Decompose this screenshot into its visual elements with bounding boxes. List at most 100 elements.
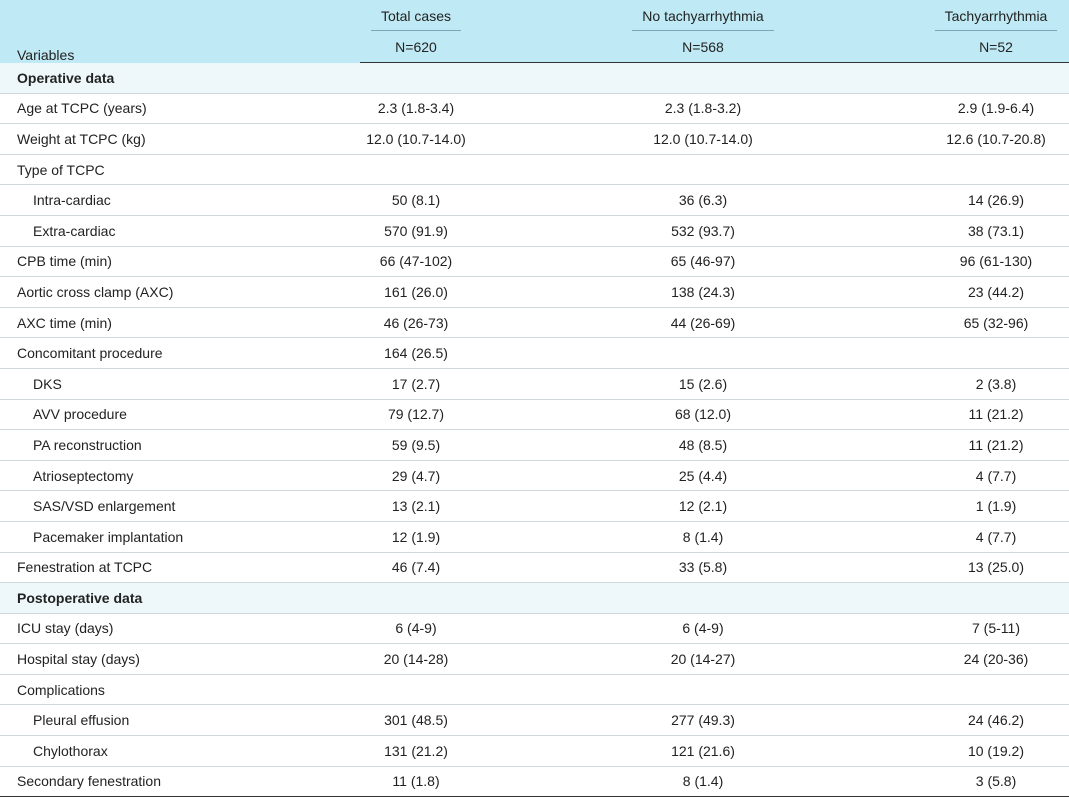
table-row: Intra-cardiac 50 (8.1) 36 (6.3) 14 (26.9) [0,184,1069,216]
cell: 24 (46.2) [934,704,1058,737]
cell: 2.9 (1.9-6.4) [934,93,1058,125]
table-body: Operative data Age at TCPC (years) 2.3 (1.… [0,62,1069,797]
section-title: Operative data [0,62,1069,94]
spacer [1058,337,1069,369]
spacer [1058,246,1069,278]
row-label: Pacemaker implantation [0,521,360,553]
spacer [1058,429,1069,461]
cell [472,674,934,706]
cell: 12 (1.9) [360,521,472,553]
cell: 4 (7.7) [934,460,1058,492]
table-row: Concomitant procedure 164 (26.5) [0,337,1069,369]
cell: 4 (7.7) [934,521,1058,553]
row-label: Type of TCPC [0,154,360,186]
cell: 6 (4-9) [472,613,934,645]
cell: 46 (26-73) [360,307,472,339]
cell: 301 (48.5) [360,704,472,737]
table-row: AXC time (min) 46 (26-73) 44 (26-69) 65 (32… [0,307,1069,339]
cell: 36 (6.3) [472,184,934,216]
table-row: Type of TCPC [0,154,1069,186]
cell: 131 (21.2) [360,735,472,767]
row-label: Complications [0,674,360,706]
cell: 14 (26.9) [934,184,1058,216]
row-label: AXC time (min) [0,307,360,339]
cell: 7 (5-11) [934,613,1058,645]
row-label: SAS/VSD enlargement [0,490,360,522]
cell: 138 (24.3) [472,276,934,308]
table-row: AVV procedure 79 (12.7) 68 (12.0) 11 (21.2) [0,399,1069,431]
cell: 10 (19.2) [934,735,1058,767]
cell: 121 (21.6) [472,735,934,767]
cell [360,674,472,706]
cell: 38 (73.1) [934,215,1058,247]
row-label: Weight at TCPC (kg) [0,123,360,155]
table-row: DKS 17 (2.7) 15 (2.6) 2 (3.8) [0,368,1069,400]
section-row: Postoperative data [0,582,1069,614]
spacer [1058,399,1069,431]
cell: 6 (4-9) [360,613,472,645]
table-row: SAS/VSD enlargement 13 (2.1) 12 (2.1) 1 (1.… [0,490,1069,522]
row-label: Extra-cardiac [0,215,360,247]
cell: 12.6 (10.7-20.8) [934,123,1058,155]
spacer [1058,643,1069,675]
cell: 1 (1.9) [934,490,1058,522]
spacer [1058,184,1069,216]
row-label: Hospital stay (days) [0,643,360,675]
spacer [1058,215,1069,247]
cell: 570 (91.9) [360,215,472,247]
cell: 96 (61-130) [934,246,1058,278]
cell: 24 (20-36) [934,643,1058,675]
row-label: Age at TCPC (years) [0,93,360,125]
column-name: No tachyarrhythmia [632,8,774,31]
cell: 15 (2.6) [472,368,934,400]
cell: 79 (12.7) [360,399,472,431]
cell [934,154,1058,186]
cell: 50 (8.1) [360,184,472,216]
cell: 11 (21.2) [934,399,1058,431]
column-n: N=568 [472,31,934,63]
header-variables: Variables [17,46,75,63]
cell: 33 (5.8) [472,552,934,584]
column-n: N=52 [934,31,1058,63]
cell: 532 (93.7) [472,215,934,247]
column-n: N=620 [360,31,472,63]
cell: 20 (14-27) [472,643,934,675]
cell [472,154,934,186]
cell: 23 (44.2) [934,276,1058,308]
row-label: Concomitant procedure [0,337,360,369]
spacer [1058,674,1069,706]
cell: 2.3 (1.8-3.2) [472,93,934,125]
row-label: Secondary fenestration [0,766,360,797]
table-row: Weight at TCPC (kg) 12.0 (10.7-14.0) 12.0 … [0,123,1069,155]
spacer [1058,154,1069,186]
column-name: Tachyarrhythmia [934,8,1058,31]
cell: 3 (5.8) [934,766,1058,797]
cell: 8 (1.4) [472,521,934,553]
cell: 11 (21.2) [934,429,1058,461]
cell: 13 (2.1) [360,490,472,522]
cell: 11 (1.8) [360,766,472,797]
row-label: DKS [0,368,360,400]
cell: 59 (9.5) [360,429,472,461]
spacer [1058,307,1069,339]
cell: 8 (1.4) [472,766,934,797]
cell: 65 (46-97) [472,246,934,278]
spacer [1058,460,1069,492]
spacer [1058,704,1069,737]
cell: 13 (25.0) [934,552,1058,584]
table-row: PA reconstruction 59 (9.5) 48 (8.5) 11 (21.… [0,429,1069,461]
table-row: Extra-cardiac 570 (91.9) 532 (93.7) 38 (73.… [0,215,1069,247]
table-row: Aortic cross clamp (AXC) 161 (26.0) 138 (2… [0,276,1069,308]
cell: 161 (26.0) [360,276,472,308]
header-row: Variables Total cases No tachyarrhythmia… [0,0,1069,63]
cell: 65 (32-96) [934,307,1058,339]
table-row: Complications [0,674,1069,706]
cell: 68 (12.0) [472,399,934,431]
table-row: Atrioseptectomy 29 (4.7) 25 (4.4) 4 (7.7) [0,460,1069,492]
cell: 48 (8.5) [472,429,934,461]
spacer [1058,123,1069,155]
spacer [1058,368,1069,400]
table-row: Age at TCPC (years) 2.3 (1.8-3.4) 2.3 (1.8… [0,93,1069,125]
row-label: CPB time (min) [0,246,360,278]
